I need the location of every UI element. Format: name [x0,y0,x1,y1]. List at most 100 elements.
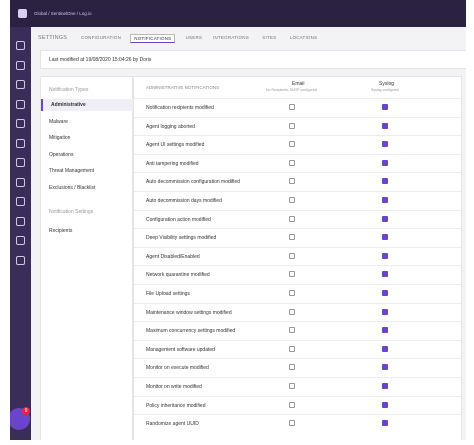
info-bar: Last modified at 19/08/2020 15:04:26 by … [40,50,466,69]
row-label: Agent Disabled/Enabled [146,253,200,260]
table-row: Policy inheritance modified [134,395,461,415]
nav-item[interactable]: Administrative [41,99,134,111]
tab[interactable]: SITES [262,35,277,40]
email-checkbox[interactable] [289,327,295,334]
email-checkbox[interactable] [289,104,295,110]
row-label: Monitor on write modified [146,384,202,390]
email-checkbox[interactable] [289,401,295,408]
nav-item[interactable]: Exclusions / Blacklist [49,184,96,191]
email-checkbox[interactable] [289,178,295,185]
email-checkbox[interactable] [289,345,295,352]
nav-icon[interactable] [16,80,25,89]
row-label: Agent logging aborted [146,123,195,130]
table-row: Auto decommission days modified [134,191,461,210]
syslog-checkbox[interactable] [382,290,388,296]
tabs: SETTINGS CONFIGURATION NOTIFICATIONS USERS… [38,33,466,45]
tab[interactable]: LOCATIONS [289,35,318,40]
nav-item[interactable]: Malware [49,118,68,125]
table-row: Anti tampering modified [134,153,461,173]
email-checkbox[interactable] [289,290,295,296]
row-label: Auto decommission days modified [146,198,222,204]
badge: 9 [22,407,30,415]
table-row: Randomize agent UUID [134,414,461,433]
row-label: Deep Visibility settings modified [146,235,217,242]
syslog-checkbox[interactable] [382,327,388,334]
syslog-checkbox[interactable] [382,178,388,185]
tab[interactable]: USERS [185,35,203,40]
tab[interactable]: NOTIFICATIONS [130,34,176,43]
row-label: Management software updated [146,346,215,353]
syslog-checkbox[interactable] [382,141,388,148]
syslog-checkbox[interactable] [382,159,388,166]
table-row: Maximum concurrency settings modified [134,321,461,340]
syslog-checkbox[interactable] [382,122,388,129]
nav-icon[interactable] [16,236,25,245]
row-label: Network quarantine modified [146,272,210,279]
nav-item[interactable]: Threat Management [49,168,95,174]
section-title: Notification Settings [49,209,94,215]
nav-item[interactable]: Mitigation [49,135,71,141]
table: ADMINISTRATIVE NOTIFICATIONS Email No Re… [133,76,462,440]
email-sub: No Recipients, SMTP configured [266,88,317,92]
syslog-checkbox[interactable] [382,271,388,278]
syslog-checkbox[interactable] [382,345,388,352]
email-checkbox[interactable] [289,252,295,259]
nav-icon[interactable] [16,216,25,226]
table-row: Management software updated [134,339,461,359]
nav-item[interactable]: Recipients [49,228,73,234]
nav-icon[interactable] [16,99,25,109]
tab[interactable]: INTEGRATIONS [213,35,249,40]
email-checkbox[interactable] [289,159,295,166]
syslog-checkbox[interactable] [382,234,388,241]
syslog-checkbox[interactable] [382,383,388,389]
table-row: Monitor on write modified [134,377,461,396]
nav-icon[interactable] [16,60,25,70]
nav-icon[interactable] [16,177,25,187]
nav-icon[interactable] [16,41,25,50]
row-label: Agent UI settings modified [146,142,205,149]
syslog-checkbox[interactable] [382,401,388,408]
email-checkbox[interactable] [289,197,295,203]
nav-icon[interactable] [16,138,25,148]
row-label: Randomize agent UUID [146,421,199,428]
email-checkbox[interactable] [289,271,295,278]
nav-icon[interactable] [16,255,25,265]
email-checkbox[interactable] [289,215,295,222]
section-title: Notification Types [49,87,89,93]
syslog-checkbox[interactable] [382,197,388,203]
row-label: File Upload settings [146,291,190,297]
row-label: Notification recipients modified [146,105,214,111]
syslog-checkbox[interactable] [382,104,388,110]
row-label: Maintenance window settings modified [146,309,232,316]
nav-icon[interactable] [16,158,25,167]
row-label: Policy inheritance modified [146,402,206,409]
row-label: Anti tampering modified [146,160,199,167]
table-row: Monitor on execute modified [134,358,461,377]
tab[interactable]: CONFIGURATION [81,35,122,40]
syslog-sub: Syslog configured [371,88,399,92]
email-checkbox[interactable] [289,364,295,371]
email-checkbox[interactable] [289,308,295,315]
row-label: Auto decommission configuration modified [146,179,240,186]
table-row: Network quarantine modified [134,265,461,284]
email-checkbox[interactable] [289,234,295,241]
chat-button[interactable]: 9 [10,407,30,430]
syslog-checkbox[interactable] [382,420,388,427]
syslog-checkbox[interactable] [382,252,388,259]
syslog-checkbox[interactable] [382,215,388,222]
email-checkbox[interactable] [289,122,295,129]
email-checkbox[interactable] [289,383,295,389]
row-label: Monitor on execute modified [146,365,209,372]
sidebar [10,27,31,440]
nav-icon[interactable] [16,197,25,206]
syslog-checkbox[interactable] [382,308,388,315]
syslog-checkbox[interactable] [382,364,388,371]
nav-icon[interactable] [16,119,25,128]
top-bar: Global / SentinelOne / Log.io [10,0,466,27]
email-checkbox[interactable] [289,420,295,427]
email-checkbox[interactable] [289,141,295,148]
breadcrumb: Global / SentinelOne / Log.io [34,11,92,16]
left-panel: Notification Types Administrative Malware M… [40,76,134,440]
nav-item[interactable]: Operations [49,151,74,158]
row-label: Maximum concurrency settings modified [146,328,236,335]
